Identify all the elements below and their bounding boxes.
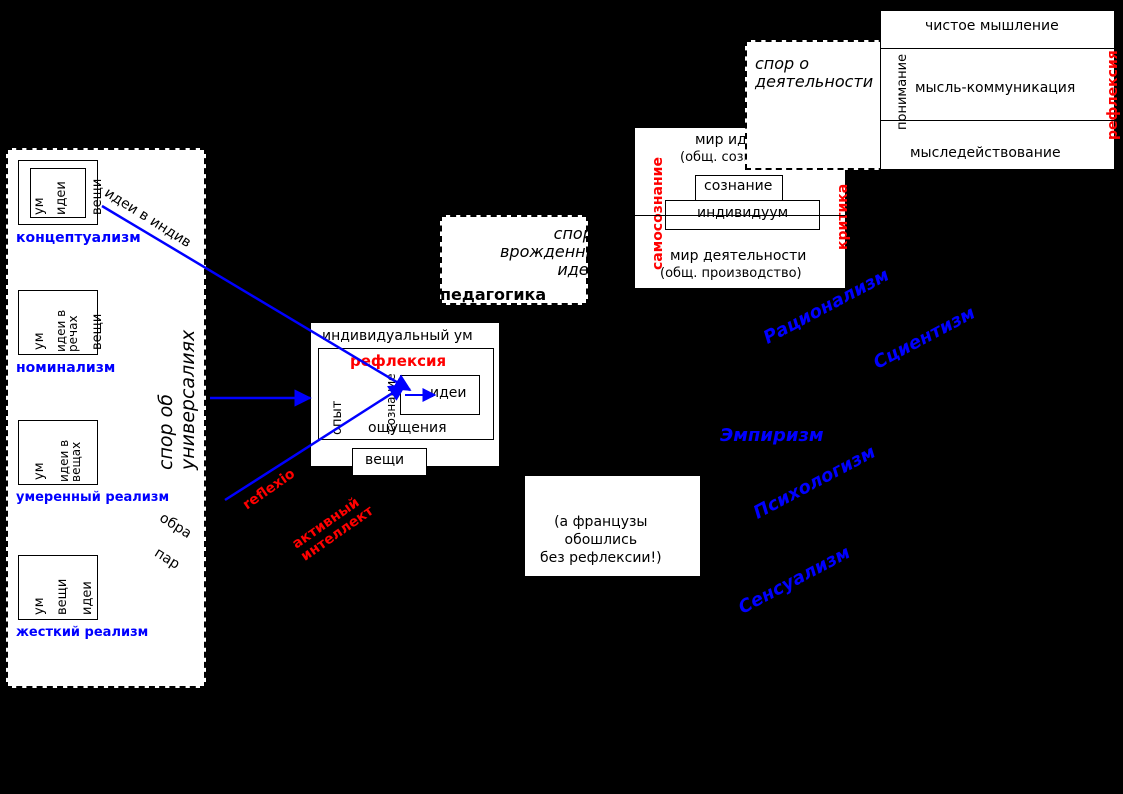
left-cell-2-row-1: идеи в речах (55, 310, 79, 352)
top-right-mid: мысль-коммуникация (915, 80, 1075, 96)
center-feel: ощущения (368, 420, 447, 436)
left-cell-1-label: концептуализм (16, 230, 141, 246)
upper-mid-left-v: самосознание (650, 157, 666, 270)
left-cell-3-label: умеренный реализм (16, 490, 169, 505)
diag-active-intellect: активный интеллект (290, 491, 377, 564)
center-panel-subtitle: педагогика (440, 285, 546, 304)
left-cell-4-row-2: идеи (80, 581, 95, 615)
left-cell-3-row-0: ум (32, 462, 47, 480)
center-reflex: рефлексия (350, 352, 446, 370)
top-right-bottom: мыследействование (910, 145, 1061, 161)
left-cell-4-label: жесткий реализм (16, 625, 148, 640)
top-right-div1 (880, 48, 1115, 49)
upper-mid-right-v: критика (835, 184, 851, 250)
left-cell-1-row-1: идеи (54, 181, 69, 215)
left-cell-3-row-1: идеи в вещах (58, 440, 82, 482)
top-right-right-v: рефлексия (1105, 50, 1121, 140)
center-panel-title: спор о врожденных идеях (500, 225, 608, 279)
upper-mid-bottom-line: мир деятельности (670, 248, 806, 264)
top-right-top: чистое мышление (925, 18, 1059, 34)
center-idei: идеи (430, 385, 467, 401)
diag-label-1: Сциентизм (870, 302, 979, 373)
left-cell-1-row-2: вещи (90, 179, 105, 215)
left-cell-2-label: номинализм (16, 360, 115, 376)
left-cell-1-row-0: ум (32, 197, 47, 215)
top-right-div2 (880, 120, 1115, 121)
diag-reflexio: reflexio (240, 466, 298, 513)
center-things: вещи (365, 452, 404, 468)
left-cell-4-row-1: вещи (55, 579, 70, 615)
diagram-canvas: спор об универсалиях идеи в индив обра п… (0, 0, 1123, 794)
diag-label-4: Сенсуализм (735, 542, 854, 618)
left-mid-stub: В Г Д Р (215, 375, 226, 439)
left-cell-4-row-0: ум (32, 597, 47, 615)
top-right-left-v: понимание (895, 54, 910, 130)
center-opyt: опыт (330, 401, 345, 435)
upper-mid-inner-top-txt: сознание (704, 178, 772, 194)
free-box-text: (а французы обошлись без рефлексии!) (540, 513, 662, 567)
upper-mid-bottom-sub: (общ. производство) (660, 266, 802, 281)
left-cell-2-row-0: ум (32, 332, 47, 350)
upper-mid-inner-bottom-txt: индивидуум (697, 205, 788, 221)
top-right-title: спор о деятельности (755, 55, 873, 91)
left-panel-title: спор об универсалиях (155, 330, 199, 470)
upper-mid-hline (635, 215, 845, 216)
diag-label-3: Психологизм (750, 442, 879, 524)
diag-label-2: Эмпиризм (720, 425, 824, 446)
left-cell-2-row-2: вещи (90, 314, 105, 350)
center-row-top: индивидуальный ум (322, 328, 473, 344)
